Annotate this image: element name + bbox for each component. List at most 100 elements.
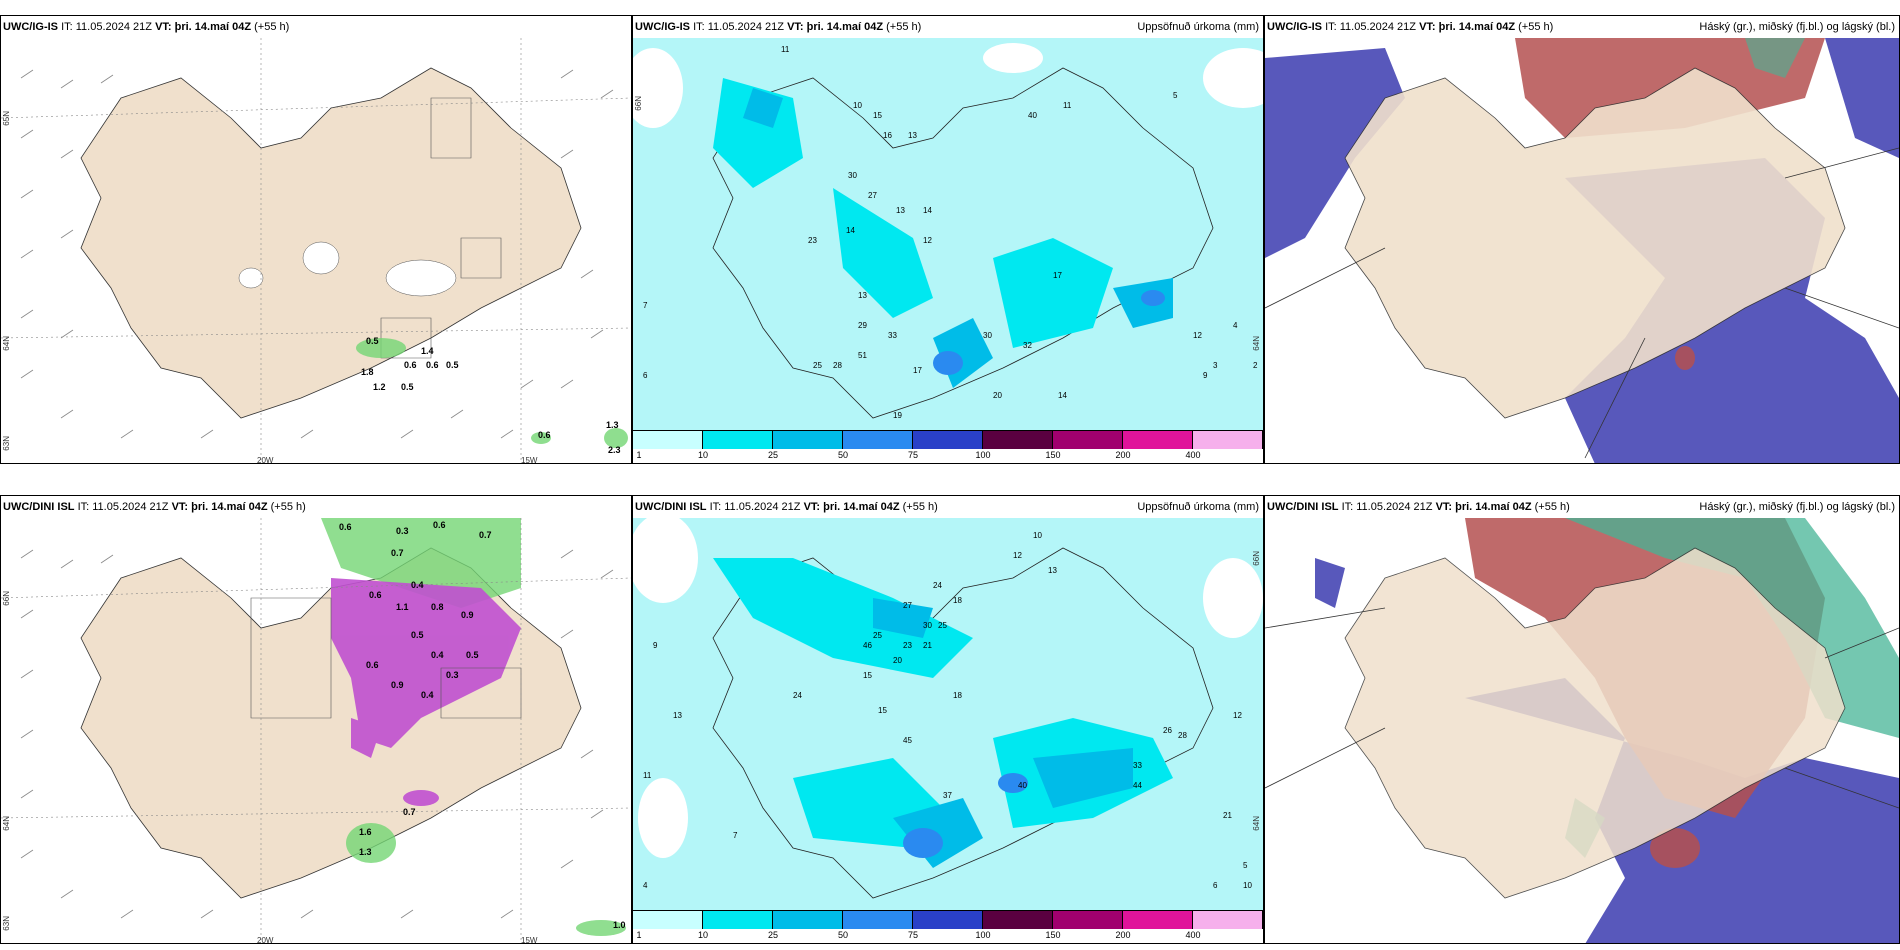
- map-value: 30: [923, 621, 932, 630]
- vt-value: þri. 14.maí 04Z: [823, 501, 900, 513]
- map-value: 0.5: [466, 650, 479, 660]
- map-value: 1.1: [396, 602, 409, 612]
- map-value: 26: [1163, 726, 1172, 735]
- map-value: 10: [1033, 531, 1042, 540]
- map-value: 12: [1233, 711, 1242, 720]
- map-value: 14: [846, 226, 855, 235]
- lat-label: 64N: [1252, 816, 1261, 831]
- no-precip-areas: [633, 43, 1263, 128]
- colorbar-label: 150: [1045, 930, 1061, 940]
- model-name: UWC/DINI ISL: [635, 501, 707, 513]
- lon-label: 20W: [257, 936, 274, 944]
- colorbar-label: 50: [837, 930, 849, 940]
- vt-label: VT:: [1435, 501, 1453, 513]
- lat-label: 64N: [1252, 336, 1261, 351]
- lon-label: 15W: [521, 456, 538, 464]
- map-value: 25: [938, 621, 947, 630]
- map-value: 13: [896, 206, 905, 215]
- colorbar-label: 200: [1115, 450, 1131, 460]
- map-value: 15: [873, 111, 882, 120]
- map-canvas: [1265, 518, 1899, 943]
- map-value: 0.3: [446, 670, 459, 680]
- map-value: 6: [643, 371, 648, 380]
- map-value: 11: [1063, 101, 1072, 110]
- colorbar-swatch: [1193, 911, 1263, 929]
- panel-header: UWC/IG-IS IT: 11.05.2024 21Z VT: þri. 14…: [1, 16, 631, 38]
- vt-value: þri. 14.maí 04Z: [1438, 21, 1516, 33]
- precip-values: 0.5 1.4 0.6 0.6 0.5 1.2 0.5 0.6 1.3 2.3 …: [361, 336, 621, 455]
- colorbar-label: 1: [636, 450, 642, 460]
- lead-time: (+55 h): [254, 21, 290, 33]
- map-value: 17: [1053, 271, 1062, 280]
- map-value: 27: [868, 191, 877, 200]
- precip-purple: [331, 578, 521, 806]
- it-label: IT:: [709, 501, 722, 513]
- colorbar-swatch: [633, 911, 703, 929]
- iceland-land: [80, 67, 582, 419]
- colorbar-swatch: [983, 911, 1053, 929]
- colorbar-label: 50: [837, 450, 849, 460]
- map-value: 33: [1133, 761, 1142, 770]
- map-value: 24: [933, 581, 942, 590]
- map-value: 1.4: [421, 346, 434, 356]
- precip-colorbar: 1 10 25 50 75 100 150 200 400: [633, 910, 1263, 943]
- grid-lines: [1, 38, 631, 463]
- map-canvas: 11 10 15 16 13 30 27 13 14 12 23 14 13 2…: [633, 38, 1263, 432]
- colorbar-swatch: [703, 911, 773, 929]
- colorbar-label: 10: [697, 450, 709, 460]
- panel-header: UWC/IG-IS IT: 11.05.2024 21Z VT: þri. 14…: [633, 16, 1263, 38]
- lat-label: 66N: [1252, 551, 1261, 566]
- map-value: 0.4: [411, 580, 424, 590]
- map-value: 20: [993, 391, 1002, 400]
- it-label: IT:: [61, 21, 73, 33]
- colorbar-swatch: [843, 431, 913, 449]
- panel-title: Háský (gr.), miðský (fj.bl.) og lágský (…: [1699, 21, 1895, 33]
- lead-time: (+55 h): [270, 501, 306, 513]
- glaciers: [238, 241, 457, 297]
- map-value: 9: [1203, 371, 1208, 380]
- it-value: 11.05.2024 21Z: [707, 21, 784, 33]
- colorbar-swatch: [773, 911, 843, 929]
- map-value: 0.5: [401, 382, 414, 392]
- colorbar-swatch: [843, 911, 913, 929]
- colorbar-label: 100: [975, 450, 991, 460]
- map-canvas: 0.5 1.4 0.6 0.6 0.5 1.2 0.5 0.6 1.3 2.3 …: [1, 38, 631, 463]
- map-value: 1.0: [613, 920, 626, 930]
- map-value: 15: [863, 671, 872, 680]
- colorbar-label: 10: [697, 930, 709, 940]
- precip-heavy: [873, 598, 1133, 868]
- colorbar-swatch: [773, 431, 843, 449]
- precip-values: 11 10 15 16 13 30 27 13 14 12 23 14 13 2…: [643, 45, 1258, 420]
- map-value: 13: [858, 291, 867, 300]
- map-value: 0.3: [396, 526, 409, 536]
- precip-very-heavy: [903, 773, 1028, 858]
- map-value: 1.3: [359, 847, 372, 857]
- map-panel-dini-precip-wind: UWC/DINI ISL IT: 11.05.2024 21Z VT: þri.…: [0, 495, 632, 944]
- map-value: 0.7: [391, 548, 404, 558]
- map-value: 15: [878, 706, 887, 715]
- grid-lines: [1, 518, 631, 943]
- map-value: 1.8: [361, 367, 374, 377]
- map-borders: [1265, 147, 1899, 459]
- map-value: 0.4: [431, 650, 444, 660]
- map-value: 6: [1213, 881, 1218, 890]
- map-value: 0.6: [339, 522, 352, 532]
- map-value: 1.2: [373, 382, 386, 392]
- map-value: 0.8: [431, 602, 444, 612]
- lead-time: (+55 h): [1534, 501, 1570, 513]
- panel-title: Háský (gr.), miðský (fj.bl.) og lágský (…: [1699, 501, 1895, 513]
- map-value: 20: [893, 656, 902, 665]
- it-value: 11.05.2024 21Z: [1356, 501, 1433, 513]
- map-value: 5: [1173, 91, 1178, 100]
- vt-value: þri. 14.maí 04Z: [191, 501, 268, 513]
- map-value: 13: [1048, 566, 1057, 575]
- map-value: 24: [793, 691, 802, 700]
- lon-label: 20W: [257, 456, 274, 464]
- map-value: 0.6: [433, 520, 446, 530]
- colorbar-swatch: [1053, 911, 1123, 929]
- map-value: 37: [943, 791, 952, 800]
- map-panel-ig-is-precip-wind: UWC/IG-IS IT: 11.05.2024 21Z VT: þri. 14…: [0, 15, 632, 464]
- map-value: 13: [673, 711, 682, 720]
- map-value: 12: [923, 236, 932, 245]
- map-value: 30: [983, 331, 992, 340]
